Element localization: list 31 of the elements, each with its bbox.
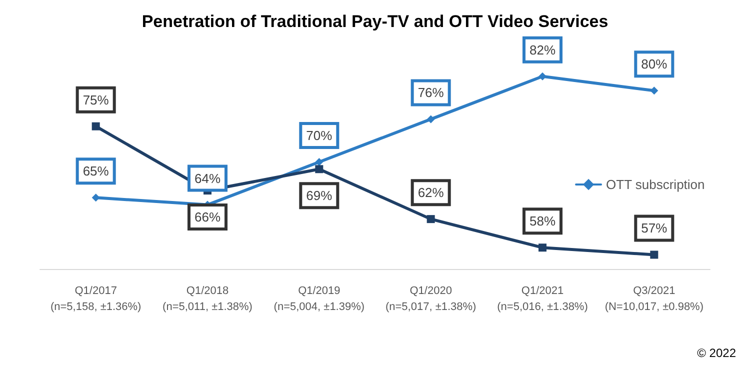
data-label: 66% <box>194 210 221 225</box>
text: © 2022 <box>697 346 736 360</box>
x-tick-label: Q1/2017 (n=5,158, ±1.36%) <box>50 285 142 313</box>
data-label: 58% <box>529 214 556 229</box>
point <box>315 158 324 166</box>
data-label: 65% <box>82 164 110 179</box>
x-tick-label: Q1/2019 (n=5,004, ±1.39%) <box>274 285 365 313</box>
x-tick-label: Q1/2020 (n=5,017, ±1.38%) <box>385 285 476 313</box>
data-label: 75% <box>82 92 110 108</box>
point <box>315 165 324 174</box>
point <box>538 244 546 252</box>
data-label: 70% <box>306 128 333 143</box>
point <box>650 250 658 259</box>
x-tick-label: Q1/2021 (n=5,016, ±1.38%) <box>497 285 588 313</box>
point <box>426 115 435 124</box>
point <box>92 122 100 130</box>
data-label: 57% <box>641 220 668 236</box>
data-label: 80% <box>641 56 668 72</box>
point <box>538 72 546 80</box>
data-label: 76% <box>418 85 444 100</box>
x-tick-label: Q3/2021 (N=10,017, ±0.98%) <box>604 285 704 313</box>
x-tick-label: Q1/2018 (n=5,011, ±1.38%) <box>162 285 252 313</box>
point <box>92 194 100 202</box>
data-label: 82% <box>529 42 556 58</box>
point <box>426 215 435 224</box>
point <box>650 86 658 95</box>
data-label: 64% <box>194 170 221 186</box>
chart-title: Penetration of Traditional Pay-TV and OTT Video Services <box>142 12 608 31</box>
data-label: 69% <box>306 188 333 204</box>
legend-label: OTT subscription <box>606 177 705 192</box>
data-label: 62% <box>418 185 444 200</box>
